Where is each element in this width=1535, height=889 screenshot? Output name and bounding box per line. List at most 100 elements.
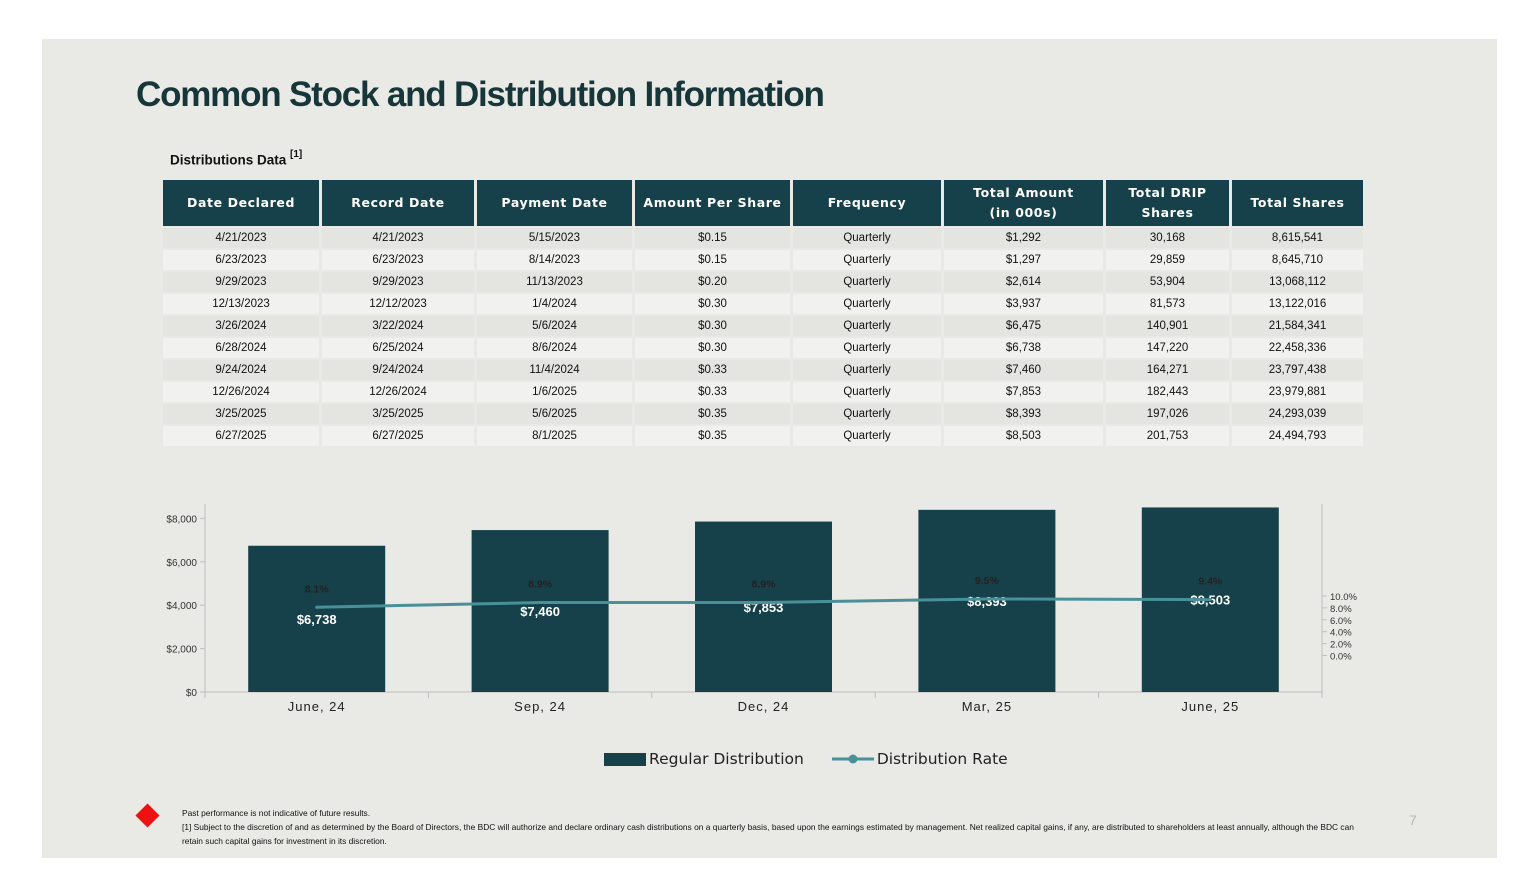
table-cell: $0.35 xyxy=(635,404,790,424)
y-left-tick-label: $4,000 xyxy=(166,601,197,612)
table-cell: $0.33 xyxy=(635,360,790,380)
y-right-tick-label: 0.0% xyxy=(1330,652,1352,663)
y-right-tick-label: 4.0% xyxy=(1330,628,1352,639)
table-cell: $0.30 xyxy=(635,338,790,358)
bar xyxy=(248,545,386,692)
table-cell: Quarterly xyxy=(793,360,941,380)
table-cell: 4/21/2023 xyxy=(163,228,319,248)
column-header-text: Date Declared xyxy=(187,195,295,210)
y-right-tick-label: 8.0% xyxy=(1330,604,1352,615)
distributions-table: Date Declared Record Date Payment Date Amou… xyxy=(160,178,1366,448)
x-tick-label: June, 24 xyxy=(288,699,346,714)
table-cell: 3/25/2025 xyxy=(163,404,319,424)
table-cell: 53,904 xyxy=(1106,272,1229,292)
table-cell: $2,614 xyxy=(944,272,1103,292)
legend-item-regular-distribution: Regular Distribution xyxy=(604,750,804,768)
legend-item-distribution-rate: Distribution Rate xyxy=(831,750,1008,768)
table-cell: 4/21/2023 xyxy=(322,228,474,248)
chart-legend: Regular Distribution Distribution Rate xyxy=(604,750,1008,768)
table-row: 3/26/2024 3/22/2024 5/6/2024 $0.30 Quarterly… xyxy=(163,316,1363,336)
diamond-icon xyxy=(135,803,160,828)
column-header-text: Total Amount xyxy=(973,185,1074,200)
section-label-text: Distributions Data xyxy=(170,152,287,168)
y-left-tick-label: $8,000 xyxy=(166,514,197,525)
table-cell: 1/6/2025 xyxy=(477,382,632,402)
footnote-disclaimer: Past performance is not indicative of fu… xyxy=(182,808,371,818)
x-tick-label: Sep, 24 xyxy=(514,699,566,714)
column-header: Frequency xyxy=(793,180,941,226)
table-cell: Quarterly xyxy=(793,382,941,402)
page-number: 7 xyxy=(1409,812,1417,828)
table-row: 12/26/2024 12/26/2024 1/6/2025 $0.33 Quarter… xyxy=(163,382,1363,402)
table-cell: $1,292 xyxy=(944,228,1103,248)
column-header: Total Amount (in 000s) xyxy=(944,180,1103,226)
table-cell: 1/4/2024 xyxy=(477,294,632,314)
section-label-ref: [1] xyxy=(290,149,303,160)
y-right-tick-label: 2.0% xyxy=(1330,640,1352,651)
table-cell: 6/23/2023 xyxy=(322,250,474,270)
column-header-text: Frequency xyxy=(827,195,907,210)
table-cell: 11/13/2023 xyxy=(477,272,632,292)
column-header: Payment Date xyxy=(477,180,632,226)
bar xyxy=(471,530,609,692)
table-cell: 9/24/2024 xyxy=(322,360,474,380)
table-cell: Quarterly xyxy=(793,338,941,358)
column-header-text: (in 000s) xyxy=(989,205,1058,220)
table-cell: 182,443 xyxy=(1106,382,1229,402)
bar-value-label: $6,738 xyxy=(297,612,337,627)
column-header: Total Shares xyxy=(1232,180,1363,226)
table-cell: 5/15/2023 xyxy=(477,228,632,248)
rate-point xyxy=(538,601,542,605)
table-cell: 6/23/2023 xyxy=(163,250,319,270)
table-cell: 6/28/2024 xyxy=(163,338,319,358)
table-row: 6/23/2023 6/23/2023 8/14/2023 $0.15 Quarterl… xyxy=(163,250,1363,270)
table-cell: 6/25/2024 xyxy=(322,338,474,358)
table-cell: 24,494,793 xyxy=(1232,426,1363,446)
distribution-chart: $0 $2,000 $4,000 $6,000 $8,000 0.0%2.0%4.0%6.… xyxy=(166,504,1357,714)
table-row: 3/25/2025 3/25/2025 5/6/2025 $0.35 Quarterly… xyxy=(163,404,1363,424)
table-cell: 23,797,438 xyxy=(1232,360,1363,380)
column-header: Date Declared xyxy=(163,180,319,226)
table-row: 12/13/2023 12/12/2023 1/4/2024 $0.30 Quarter… xyxy=(163,294,1363,314)
table-cell: 8,645,710 xyxy=(1232,250,1363,270)
rate-point xyxy=(762,601,765,605)
table-cell: 23,979,881 xyxy=(1232,382,1363,402)
footnotes: Past performance is not indicative of fu… xyxy=(182,806,1362,848)
y-left-tick-label: $0 xyxy=(186,688,198,699)
table-cell: 9/24/2024 xyxy=(163,360,319,380)
footnote-1: [1] Subject to the discretion of and as … xyxy=(182,822,1354,846)
table-cell: $7,853 xyxy=(944,382,1103,402)
rate-value-label: 8.9% xyxy=(528,579,553,591)
section-label: Distributions Data [1] xyxy=(170,149,303,168)
bar-swatch-icon xyxy=(604,752,646,766)
rate-value-label: 8.9% xyxy=(752,579,777,591)
table-cell: $0.20 xyxy=(635,272,790,292)
table-cell: 3/25/2025 xyxy=(322,404,474,424)
table-cell: $0.30 xyxy=(635,294,790,314)
table-cell: 30,168 xyxy=(1106,228,1229,248)
table-cell: Quarterly xyxy=(793,404,941,424)
table-cell: $8,393 xyxy=(944,404,1103,424)
line-marker-icon xyxy=(831,754,874,764)
column-header-text: Payment Date xyxy=(501,195,608,210)
table-cell: $6,475 xyxy=(944,316,1103,336)
column-header-text: Amount Per Share xyxy=(643,195,782,210)
table-body: 4/21/2023 4/21/2023 5/15/2023 $0.15 Quarterl… xyxy=(163,228,1363,446)
table-cell: 3/22/2024 xyxy=(322,316,474,336)
table-cell: 12/13/2023 xyxy=(163,294,319,314)
table-cell: 12/26/2024 xyxy=(163,382,319,402)
table-cell: 21,584,341 xyxy=(1232,316,1363,336)
table-cell: 22,458,336 xyxy=(1232,338,1363,358)
table-cell: $0.33 xyxy=(635,382,790,402)
x-tick-label: Mar, 25 xyxy=(962,699,1012,714)
table-cell: $0.35 xyxy=(635,426,790,446)
table-cell: 24,293,039 xyxy=(1232,404,1363,424)
table-cell: 5/6/2025 xyxy=(477,404,632,424)
bar-value-label: $7,460 xyxy=(520,604,560,619)
table-cell: 8,615,541 xyxy=(1232,228,1363,248)
rate-point xyxy=(1208,598,1212,602)
table-cell: 164,271 xyxy=(1106,360,1229,380)
legend-label-regular-distribution: Regular Distribution xyxy=(649,750,804,768)
bar xyxy=(695,521,832,692)
bar-value-label: $8,393 xyxy=(967,594,1007,609)
